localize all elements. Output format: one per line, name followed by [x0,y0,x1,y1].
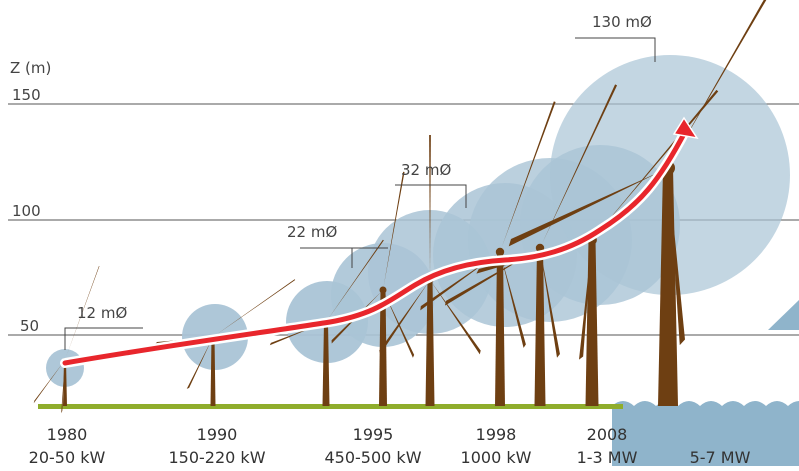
turbine-tower [495,252,505,406]
tick-label-150: 150 [12,86,41,104]
diameter-label-12m: 12 mØ [77,304,127,322]
era-year-2008: 2008 [587,425,628,444]
ground-line [38,404,623,409]
z-axis-label: Z (m) [10,59,51,77]
turbine-hub [495,247,505,257]
turbine-hub [379,286,387,294]
sea-corner [768,300,799,330]
era-labels: 1980 20-50 kW 1990 150-220 kW 1995 450-5… [29,425,751,467]
turbine-tower [322,322,330,406]
turbine-tower [63,360,67,406]
tick-label-50: 50 [20,317,39,335]
leader-32m-right [426,184,467,208]
turbine-tower [210,337,216,406]
turbine-tower [425,280,435,406]
turbine-blades [33,260,114,414]
era-year-1980: 1980 [47,425,88,444]
turbines [33,0,799,414]
turbine-tower [534,248,546,406]
era-power-offshore: 5-7 MW [690,448,751,466]
turbine-1 [33,260,114,414]
era-power-2008: 1-3 MW [577,448,638,466]
era-power-1995: 450-500 kW [324,448,421,466]
era-power-1980: 20-50 kW [29,448,106,466]
tick-label-100: 100 [12,202,41,220]
diameter-label-130m: 130 mØ [592,13,652,31]
sea-waves [612,401,799,466]
era-year-1998: 1998 [476,425,517,444]
era-power-1990: 150-220 kW [168,448,265,466]
leader-12m [64,327,143,350]
diameter-label-32m: 32 mØ [401,161,451,179]
growth-trend-arrow [60,116,699,368]
turbine-6 [419,82,608,406]
diameter-label-22m: 22 mØ [287,223,337,241]
era-power-1998: 1000 kW [461,448,532,466]
era-year-1995: 1995 [353,425,394,444]
rotor-discs [46,55,790,387]
era-year-1990: 1990 [197,425,238,444]
leader-130m [575,37,656,62]
